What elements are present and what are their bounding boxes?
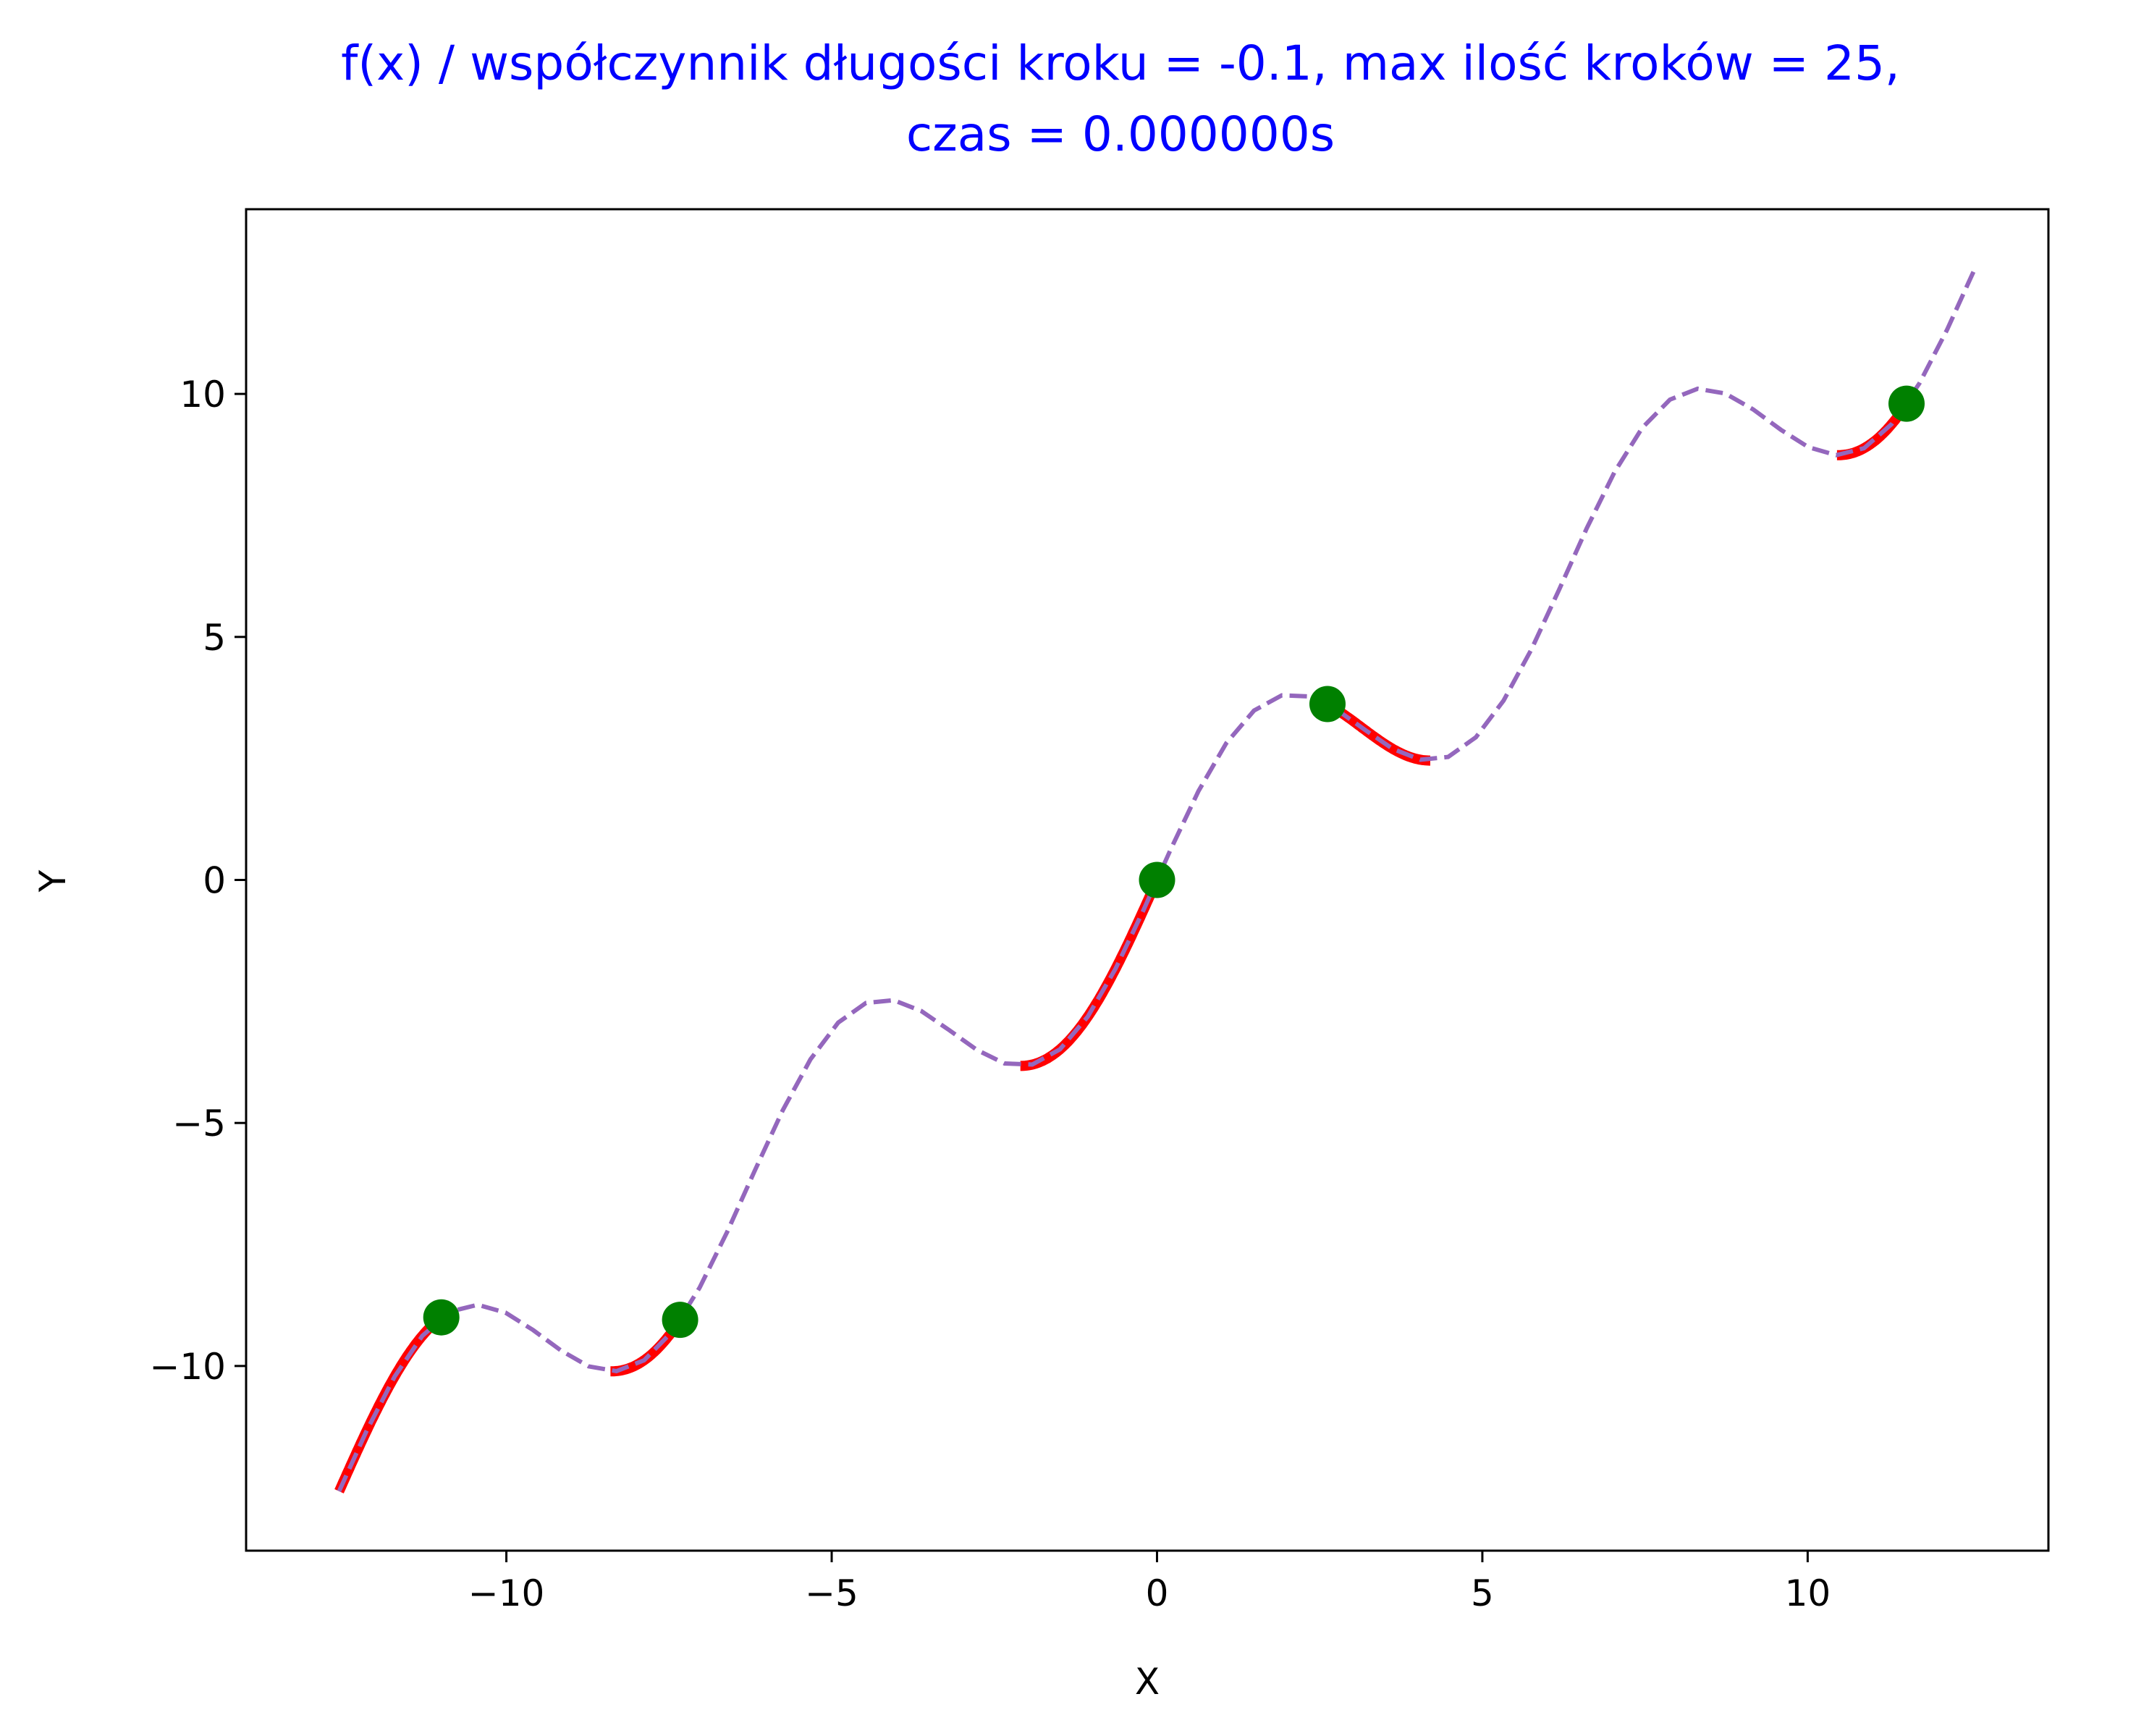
start-points [423, 385, 1925, 1339]
x-tick-label: 0 [1146, 1572, 1169, 1614]
y-tick-label: 5 [203, 617, 226, 659]
x-axis-label: X [1135, 1661, 1160, 1703]
start-point-1 [423, 1299, 460, 1336]
y-tick-label: −10 [149, 1346, 226, 1388]
y-tick-label: 0 [203, 860, 226, 902]
title-line-2: czas = 0.000000s [906, 106, 1335, 162]
x-axis-ticks: −10 −5 0 5 10 [468, 1551, 1831, 1614]
y-tick-label: −5 [172, 1103, 226, 1145]
x-tick-label: −10 [468, 1572, 545, 1614]
start-point-4 [1309, 686, 1346, 722]
y-axis-label: Y [32, 869, 74, 893]
x-tick-label: 10 [1785, 1572, 1831, 1614]
x-tick-label: 5 [1471, 1572, 1494, 1614]
title-line-1: f(x) / współczynnik długości kroku = -0.… [341, 35, 1900, 91]
chart-title: f(x) / współczynnik długości kroku = -0.… [341, 35, 1900, 162]
y-axis-ticks: −10 −5 0 5 10 [149, 374, 246, 1388]
x-tick-label: −5 [805, 1572, 858, 1614]
start-point-5 [1888, 385, 1925, 422]
y-tick-label: 10 [180, 374, 226, 416]
start-point-2 [662, 1302, 698, 1339]
start-point-3 [1139, 861, 1175, 898]
